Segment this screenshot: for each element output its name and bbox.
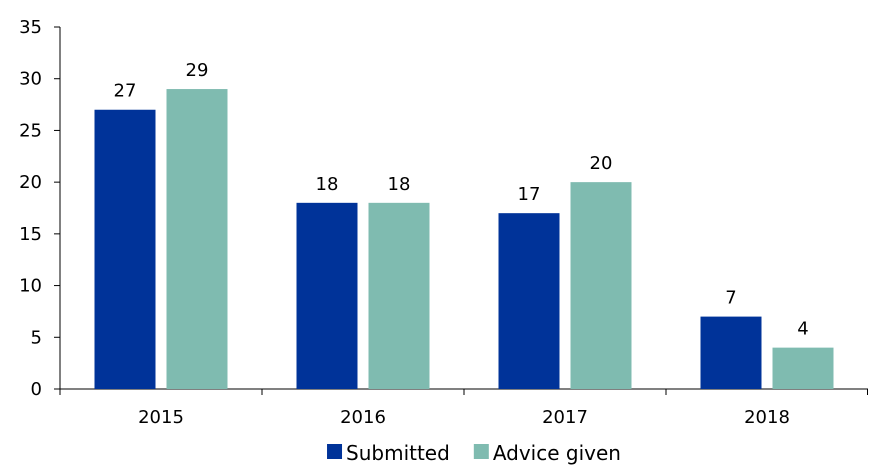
y-axis: 0 5 10 15 20 25 30 35 xyxy=(19,17,61,400)
data-label: 4 xyxy=(797,319,808,340)
bar-advice-given-2018 xyxy=(772,347,834,389)
legend-label: Submitted xyxy=(346,441,450,465)
x-tick-label: 2017 xyxy=(542,407,588,428)
bar-advice-given-2017 xyxy=(570,182,632,389)
y-tick-label: 30 xyxy=(19,69,42,90)
y-tick-label: 15 xyxy=(19,224,42,245)
bar-advice-given-2015 xyxy=(166,89,228,390)
data-label: 20 xyxy=(590,153,613,174)
data-label: 18 xyxy=(316,174,339,195)
bar-submitted-2018 xyxy=(700,316,762,389)
bar-submitted-2016 xyxy=(296,202,358,389)
data-label: 17 xyxy=(518,184,541,205)
x-tick-label: 2015 xyxy=(138,407,184,428)
data-label: 7 xyxy=(725,288,736,309)
bar-submitted-2017 xyxy=(498,213,560,389)
y-tick-label: 20 xyxy=(19,172,42,193)
y-tick-label: 25 xyxy=(19,120,42,141)
x-axis: 2015 2016 2017 2018 xyxy=(59,388,868,428)
bar-submitted-2015 xyxy=(94,109,156,389)
y-tick-label: 0 xyxy=(31,379,42,400)
bars xyxy=(94,89,834,390)
legend-swatch xyxy=(473,444,489,459)
data-label: 18 xyxy=(388,174,411,195)
legend-item: Submitted xyxy=(327,441,450,465)
y-tick-label: 35 xyxy=(19,17,42,38)
y-tick-label: 10 xyxy=(19,276,42,297)
data-label: 29 xyxy=(186,60,209,81)
x-tick-label: 2016 xyxy=(340,407,386,428)
legend: Submitted Advice given xyxy=(327,441,621,465)
x-tick-label: 2018 xyxy=(744,407,790,428)
legend-item: Advice given xyxy=(473,441,621,465)
bar-advice-given-2016 xyxy=(368,202,430,389)
data-labels: 27 29 18 18 17 20 7 4 xyxy=(114,60,809,340)
data-label: 27 xyxy=(114,81,137,102)
legend-swatch xyxy=(327,444,343,459)
y-tick-label: 5 xyxy=(31,327,42,348)
legend-label: Advice given xyxy=(493,441,621,465)
